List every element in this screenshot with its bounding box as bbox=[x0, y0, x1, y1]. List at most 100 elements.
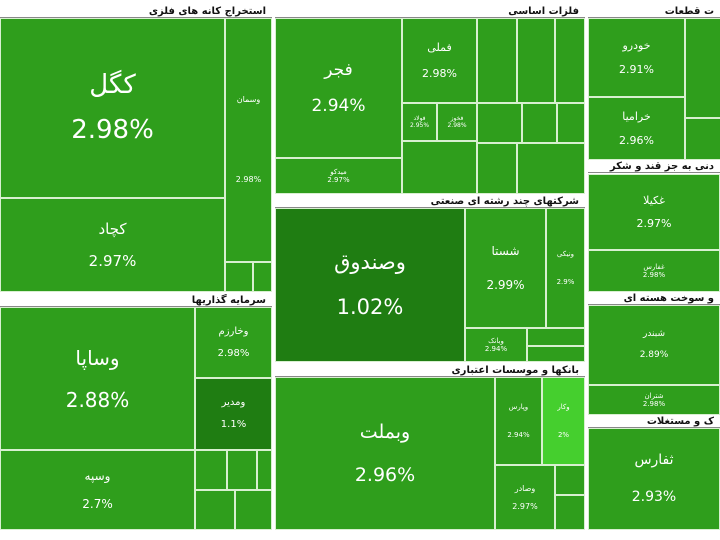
small-tile bbox=[195, 450, 227, 490]
tile-change: 2.99% bbox=[486, 278, 525, 292]
small-tile bbox=[257, 450, 272, 490]
tile-change: 1.02% bbox=[336, 295, 404, 319]
small-tile bbox=[522, 103, 557, 143]
tile-change: 2.97% bbox=[636, 217, 672, 230]
tile-change: 2.98% bbox=[642, 400, 666, 408]
tile-label: فملی bbox=[427, 41, 452, 55]
small-tile bbox=[253, 262, 272, 292]
tile-label: کچاد bbox=[98, 220, 127, 238]
tile-change: 2.97% bbox=[327, 176, 350, 184]
tile[interactable]: وخارزم 2.98% bbox=[195, 307, 272, 378]
section-title: استخراج کانه های فلزی bbox=[0, 5, 272, 18]
tile-label: ثفارس bbox=[634, 452, 674, 469]
tile-change: 2.95% bbox=[409, 122, 430, 129]
tile-change: 2% bbox=[557, 431, 570, 439]
tile-change: 2.98% bbox=[71, 115, 154, 145]
tile[interactable]: غفارس 2.98% bbox=[588, 250, 720, 292]
tile[interactable]: وکار 2% bbox=[542, 377, 585, 465]
tile-label: فولاد bbox=[413, 114, 426, 122]
tile[interactable]: شستا 2.99% bbox=[465, 208, 546, 328]
tile[interactable]: کچاد 2.97% bbox=[0, 198, 225, 292]
tile-label: فجر bbox=[324, 59, 353, 80]
section-title: سرمایه گذاریها bbox=[0, 294, 272, 307]
tile-change: 2.94% bbox=[484, 345, 508, 353]
tile[interactable]: میدکو 2.97% bbox=[275, 158, 402, 194]
section-title: بانکها و موسسات اعتباری bbox=[275, 364, 585, 377]
tile-label: ومدیر bbox=[221, 397, 246, 408]
tile-change: 1.1% bbox=[220, 419, 247, 430]
small-tile bbox=[685, 18, 720, 118]
tile[interactable]: وصادر 2.97% bbox=[495, 465, 555, 530]
tile[interactable]: وصندوق 1.02% bbox=[275, 208, 465, 362]
small-tile bbox=[477, 18, 517, 103]
tile-change: 2.94% bbox=[507, 431, 530, 439]
tile-label: غکیلا bbox=[643, 193, 665, 207]
tile-label: وسمان bbox=[236, 95, 261, 105]
tile[interactable]: فجر 2.94% bbox=[275, 18, 402, 158]
small-tile bbox=[517, 143, 585, 194]
tile-change: 2.98% bbox=[447, 122, 467, 129]
small-tile bbox=[517, 18, 555, 103]
tile-change: 2.7% bbox=[82, 497, 113, 511]
tile-change: 2.93% bbox=[631, 489, 677, 505]
section-title: و سوخت هسته ای bbox=[588, 292, 720, 305]
tile-change: 2.94% bbox=[311, 96, 366, 116]
tile[interactable]: خراميا 2.96% bbox=[588, 97, 685, 160]
tile-label: شستا bbox=[491, 243, 520, 258]
small-tile bbox=[527, 346, 585, 362]
tile-change: 2.96% bbox=[619, 133, 654, 147]
tile-label: فخوز bbox=[450, 114, 464, 122]
tile[interactable]: ومدیر 1.1% bbox=[195, 378, 272, 450]
small-tile bbox=[555, 495, 585, 530]
tile-label: ونیکی bbox=[556, 249, 575, 258]
tile-change: 2.98% bbox=[642, 271, 666, 279]
tile[interactable]: کگل 2.98% bbox=[0, 18, 225, 198]
tile-label: وبملت bbox=[359, 420, 411, 443]
section-title: فلزات اساسی bbox=[275, 5, 585, 18]
tile[interactable]: وپارس 2.94% bbox=[495, 377, 542, 465]
tile[interactable]: ثفارس 2.93% bbox=[588, 428, 720, 530]
tile[interactable]: شتران 2.98% bbox=[588, 385, 720, 415]
tile-label: وپارس bbox=[508, 402, 529, 411]
tile-change: 2.98% bbox=[217, 347, 250, 359]
tile[interactable]: خودرو 2.91% bbox=[588, 18, 685, 97]
tile[interactable]: ونیکی 2.9% bbox=[546, 208, 585, 328]
small-tile bbox=[235, 490, 272, 530]
tile-label: شتران bbox=[644, 391, 664, 400]
small-tile bbox=[685, 118, 720, 160]
tile[interactable]: وبانک 2.94% bbox=[465, 328, 527, 362]
tile-label: وبانک bbox=[488, 336, 504, 345]
tile-label: وصندوق bbox=[334, 249, 406, 274]
tile-label: وصادر bbox=[514, 483, 536, 493]
tile-change: 2.98% bbox=[422, 66, 457, 80]
small-tile bbox=[402, 141, 477, 194]
tile-label: خودرو bbox=[622, 39, 651, 53]
small-tile bbox=[557, 103, 585, 143]
tile-label: خراميا bbox=[622, 110, 651, 124]
tile[interactable]: فولاد 2.95% bbox=[402, 103, 437, 141]
tile[interactable]: فملی 2.98% bbox=[402, 18, 477, 103]
tile-change: 2.91% bbox=[619, 62, 654, 76]
tile[interactable]: وساپا 2.88% bbox=[0, 307, 195, 450]
tile[interactable]: شبندر 2.89% bbox=[588, 305, 720, 385]
section-title: ک و مستغلات bbox=[588, 415, 720, 428]
tile-label: شبندر bbox=[642, 329, 666, 340]
tile-label: وسپه bbox=[84, 468, 111, 483]
tile-change: 2.98% bbox=[235, 175, 262, 184]
tile[interactable]: وسمان 2.98% bbox=[225, 18, 272, 262]
small-tile bbox=[225, 262, 253, 292]
tile-change: 2.96% bbox=[354, 463, 416, 486]
tile-change: 2.9% bbox=[556, 278, 575, 286]
tile[interactable]: غکیلا 2.97% bbox=[588, 174, 720, 250]
tile-change: 2.89% bbox=[639, 350, 669, 360]
section-title: شرکتهای چند رشته ای صنعتی bbox=[275, 195, 585, 208]
tile-label: غفارس bbox=[643, 262, 665, 271]
tile-label: میدکو bbox=[330, 167, 347, 176]
tile[interactable]: وسپه 2.7% bbox=[0, 450, 195, 530]
small-tile bbox=[195, 490, 235, 530]
tile-change: 2.97% bbox=[88, 252, 137, 270]
tile[interactable]: وبملت 2.96% bbox=[275, 377, 495, 530]
tile-label: وساپا bbox=[75, 345, 120, 370]
tile[interactable]: فخوز 2.98% bbox=[437, 103, 477, 141]
